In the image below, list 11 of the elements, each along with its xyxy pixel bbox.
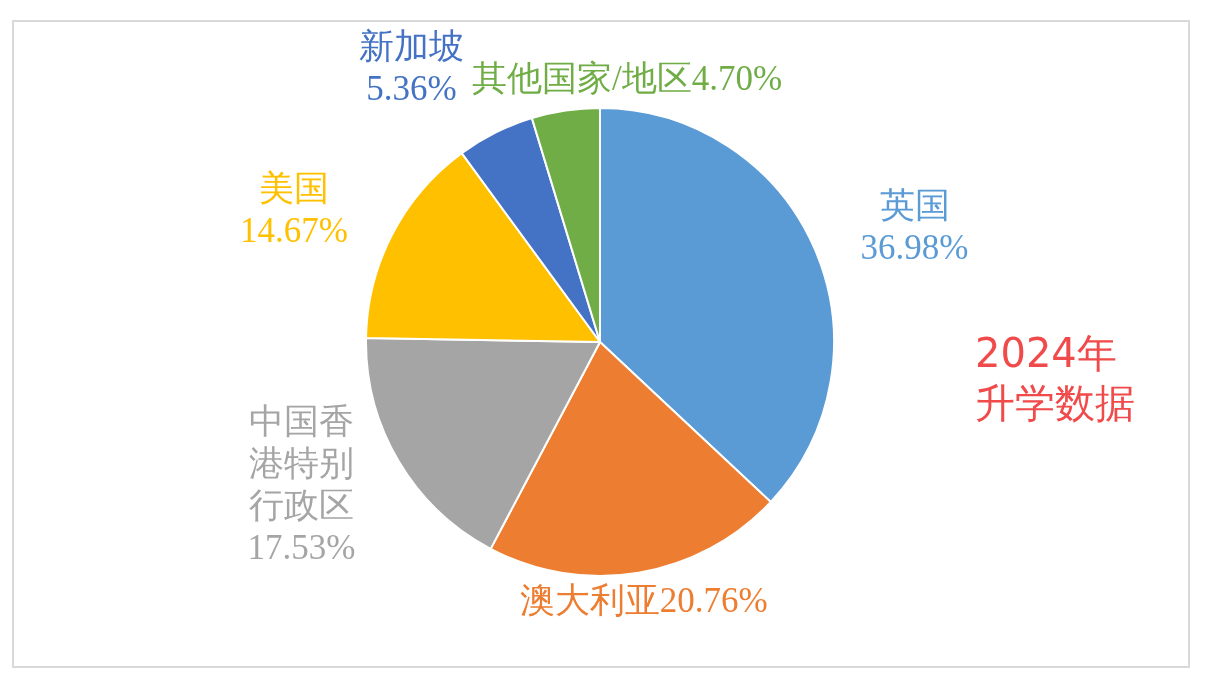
data-label: 17.53% bbox=[247, 527, 356, 567]
data-label: 5.36% bbox=[366, 69, 457, 109]
slice-label: 英国 bbox=[879, 186, 950, 226]
text: 2024年升学数据 bbox=[975, 329, 1136, 428]
slice-label: 澳大利亚20.76% bbox=[519, 580, 768, 620]
data-label: 36.98% bbox=[860, 228, 969, 268]
slice-label: 其他国家/地区4.70% bbox=[472, 59, 783, 99]
slice-label: 中国香港特别行政区 bbox=[249, 401, 355, 525]
slice-label: 新加坡 bbox=[359, 27, 465, 67]
data-label: 14.67% bbox=[239, 210, 348, 250]
slice-label: 美国 bbox=[258, 168, 329, 208]
